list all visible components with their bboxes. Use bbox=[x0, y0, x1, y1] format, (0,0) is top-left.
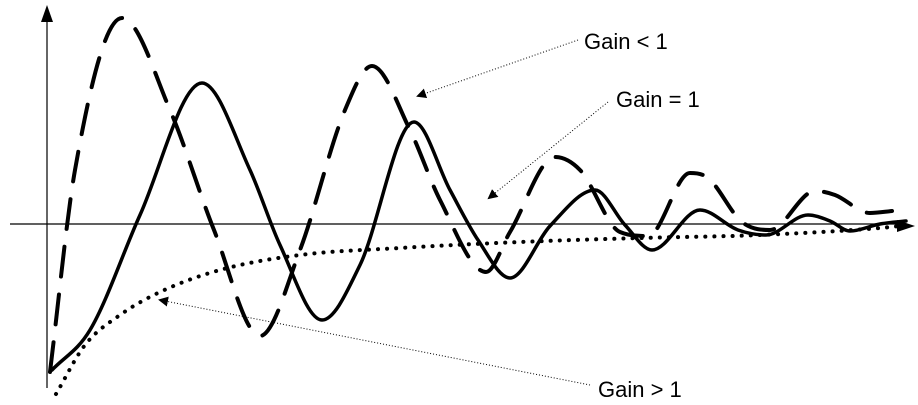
gain-greater-than-1-curve bbox=[54, 224, 902, 396]
leader-gain-eq-1 bbox=[487, 101, 609, 200]
label-gain-eq-1: Gain = 1 bbox=[616, 87, 700, 112]
leader-gain-lt-1 bbox=[416, 39, 579, 99]
label-gain-lt-1: Gain < 1 bbox=[584, 29, 668, 54]
gain-equal-1-curve bbox=[50, 81, 908, 372]
label-gain-gt-1: Gain > 1 bbox=[598, 377, 682, 402]
gain-less-than-1-curve bbox=[48, 16, 894, 374]
leader-gain-gt-1 bbox=[158, 296, 591, 386]
y-axis-arrow-icon bbox=[41, 5, 53, 22]
